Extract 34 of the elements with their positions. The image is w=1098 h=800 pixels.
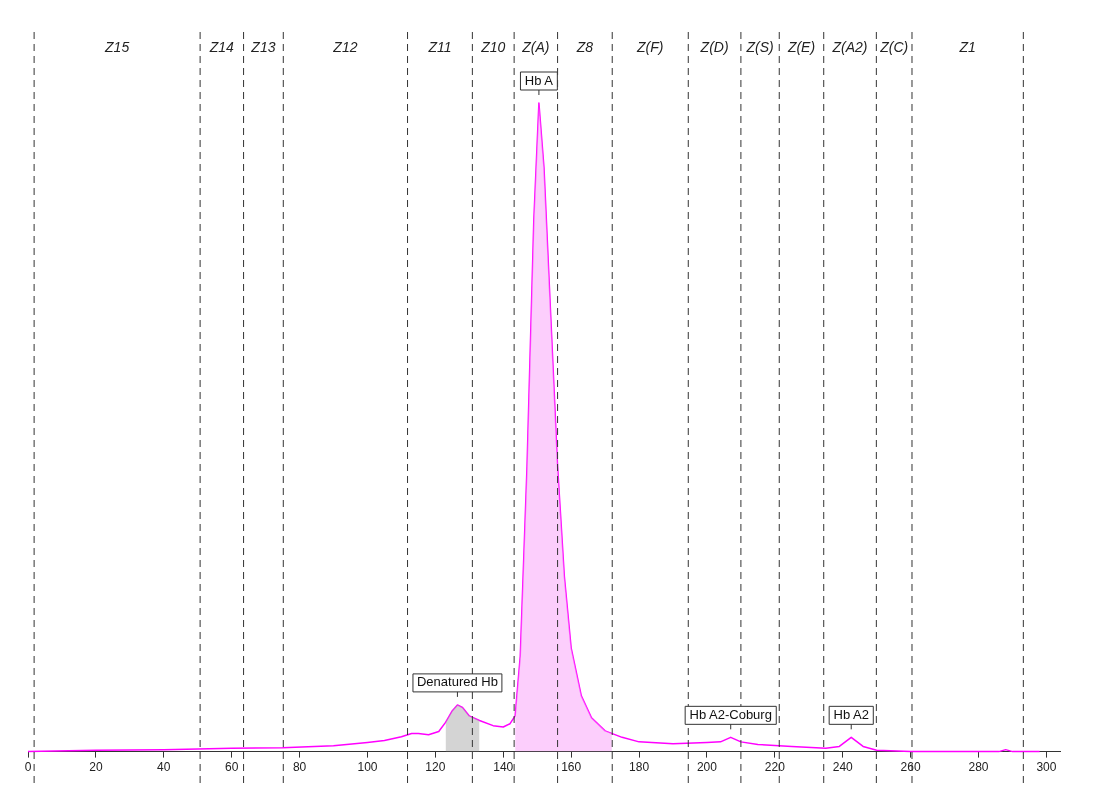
x-tick-label: 160	[561, 760, 582, 775]
text: Z(C)	[879, 38, 909, 55]
text: Z15	[104, 38, 130, 55]
text: Z13	[250, 38, 276, 55]
x-tick-label: 140	[493, 760, 514, 775]
text: Z(A)	[521, 38, 550, 55]
text: Z10	[480, 38, 506, 55]
x-tick-label: 120	[425, 760, 446, 775]
x-tick-label: 240	[832, 760, 854, 775]
text: Z(S)	[745, 38, 774, 55]
text: Z(A2)	[831, 38, 868, 55]
text: Z1	[958, 38, 976, 55]
x-tick-label: 20	[89, 760, 103, 775]
text: Z(D)	[699, 38, 729, 55]
x-tick-label: 80	[292, 760, 307, 775]
text: Z(E)	[786, 38, 816, 55]
x-tick-label: 200	[696, 760, 718, 775]
annotation: Hb A	[524, 72, 554, 88]
annotation: Hb A2	[833, 706, 869, 722]
x-tick-label: 280	[968, 760, 989, 775]
x-tick-label: 100	[357, 760, 378, 775]
annotation: Denatured Hb	[416, 674, 498, 690]
x-tick-label: 60	[225, 760, 239, 775]
x-tick-label: 300	[1036, 760, 1057, 775]
text: Z(F)	[636, 38, 664, 55]
x-tick-label: 0	[24, 760, 32, 775]
text: Z11	[427, 38, 452, 55]
x-tick-label: 180	[629, 760, 650, 775]
text: Z12	[332, 38, 358, 55]
text: Z14	[208, 38, 235, 55]
text: Z8	[575, 38, 594, 55]
annotation: Hb A2-Coburg	[689, 706, 772, 722]
x-tick-label: 260	[900, 760, 921, 775]
x-tick-label: 40	[157, 760, 171, 775]
